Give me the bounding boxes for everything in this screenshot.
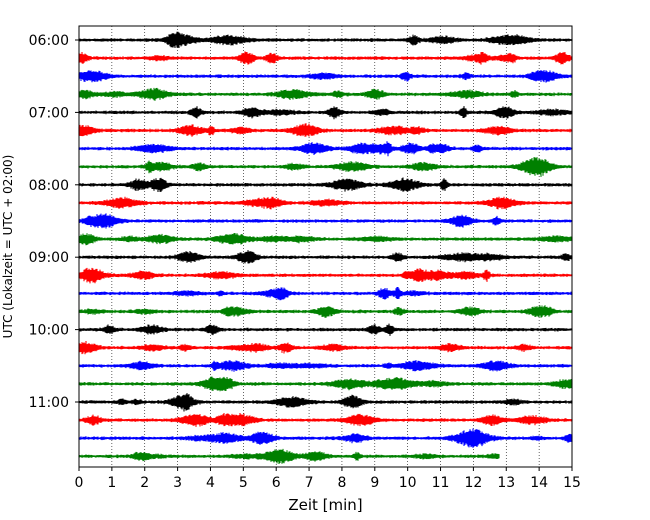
y-tick-label: 07:00 (29, 105, 69, 121)
x-tick-label: 4 (206, 475, 215, 491)
seismic-trace (78, 31, 573, 49)
seismic-trace (78, 376, 573, 392)
seismic-trace (78, 141, 573, 157)
seismic-trace (78, 360, 573, 372)
x-tick-label: 10 (399, 475, 417, 491)
seismic-trace (78, 69, 573, 83)
seismic-trace (78, 305, 573, 318)
seismic-trace (78, 393, 573, 412)
x-tick-label: 13 (497, 475, 515, 491)
y-axis-label: UTC (Lokalzeit = UTC + 02:00) (1, 155, 15, 339)
seismic-trace (78, 106, 573, 120)
seismic-trace (78, 250, 573, 264)
x-tick-label: 1 (107, 475, 116, 491)
seismic-trace (78, 196, 573, 210)
plot-frame (78, 25, 573, 468)
x-tick-label: 2 (140, 475, 149, 491)
tick-layer: 0 1 2 3 4 5 6 7 8 9 10 11 12 13 14 1506:0007:0008:0009:… (29, 33, 581, 491)
trace-layer (78, 31, 573, 464)
x-tick-label: 6 (272, 475, 281, 491)
seismic-trace (78, 428, 573, 448)
x-tick-label: 9 (370, 475, 379, 491)
y-tick-label: 11:00 (29, 395, 69, 411)
seismic-trace (78, 412, 573, 427)
y-tick-label: 10:00 (29, 323, 69, 339)
seismic-trace (78, 87, 573, 101)
seismic-trace (78, 232, 573, 246)
y-tick-label: 09:00 (29, 250, 69, 266)
seismic-trace (78, 213, 573, 229)
x-tick-label: 8 (337, 475, 346, 491)
y-tick-label: 08:00 (29, 178, 69, 194)
seismic-trace (78, 51, 573, 65)
seismic-trace (78, 157, 573, 177)
seismic-trace (78, 267, 573, 284)
seismic-trace (78, 177, 573, 192)
x-tick-label: 14 (530, 475, 548, 491)
x-tick-label: 15 (563, 475, 581, 491)
seismic-trace (78, 448, 500, 464)
y-tick-label: 06:00 (29, 33, 69, 49)
x-tick-label: 12 (464, 475, 482, 491)
x-tick-label: 0 (75, 475, 84, 491)
x-axis-label: Zeit [min] (288, 496, 362, 514)
seismic-trace (78, 287, 573, 301)
x-tick-label: 11 (432, 475, 450, 491)
x-tick-label: 7 (305, 475, 314, 491)
seismic-trace (78, 323, 573, 336)
seismic-trace (78, 123, 573, 137)
x-tick-label: 3 (173, 475, 182, 491)
seismic-trace (78, 340, 573, 355)
x-tick-label: 5 (239, 475, 248, 491)
